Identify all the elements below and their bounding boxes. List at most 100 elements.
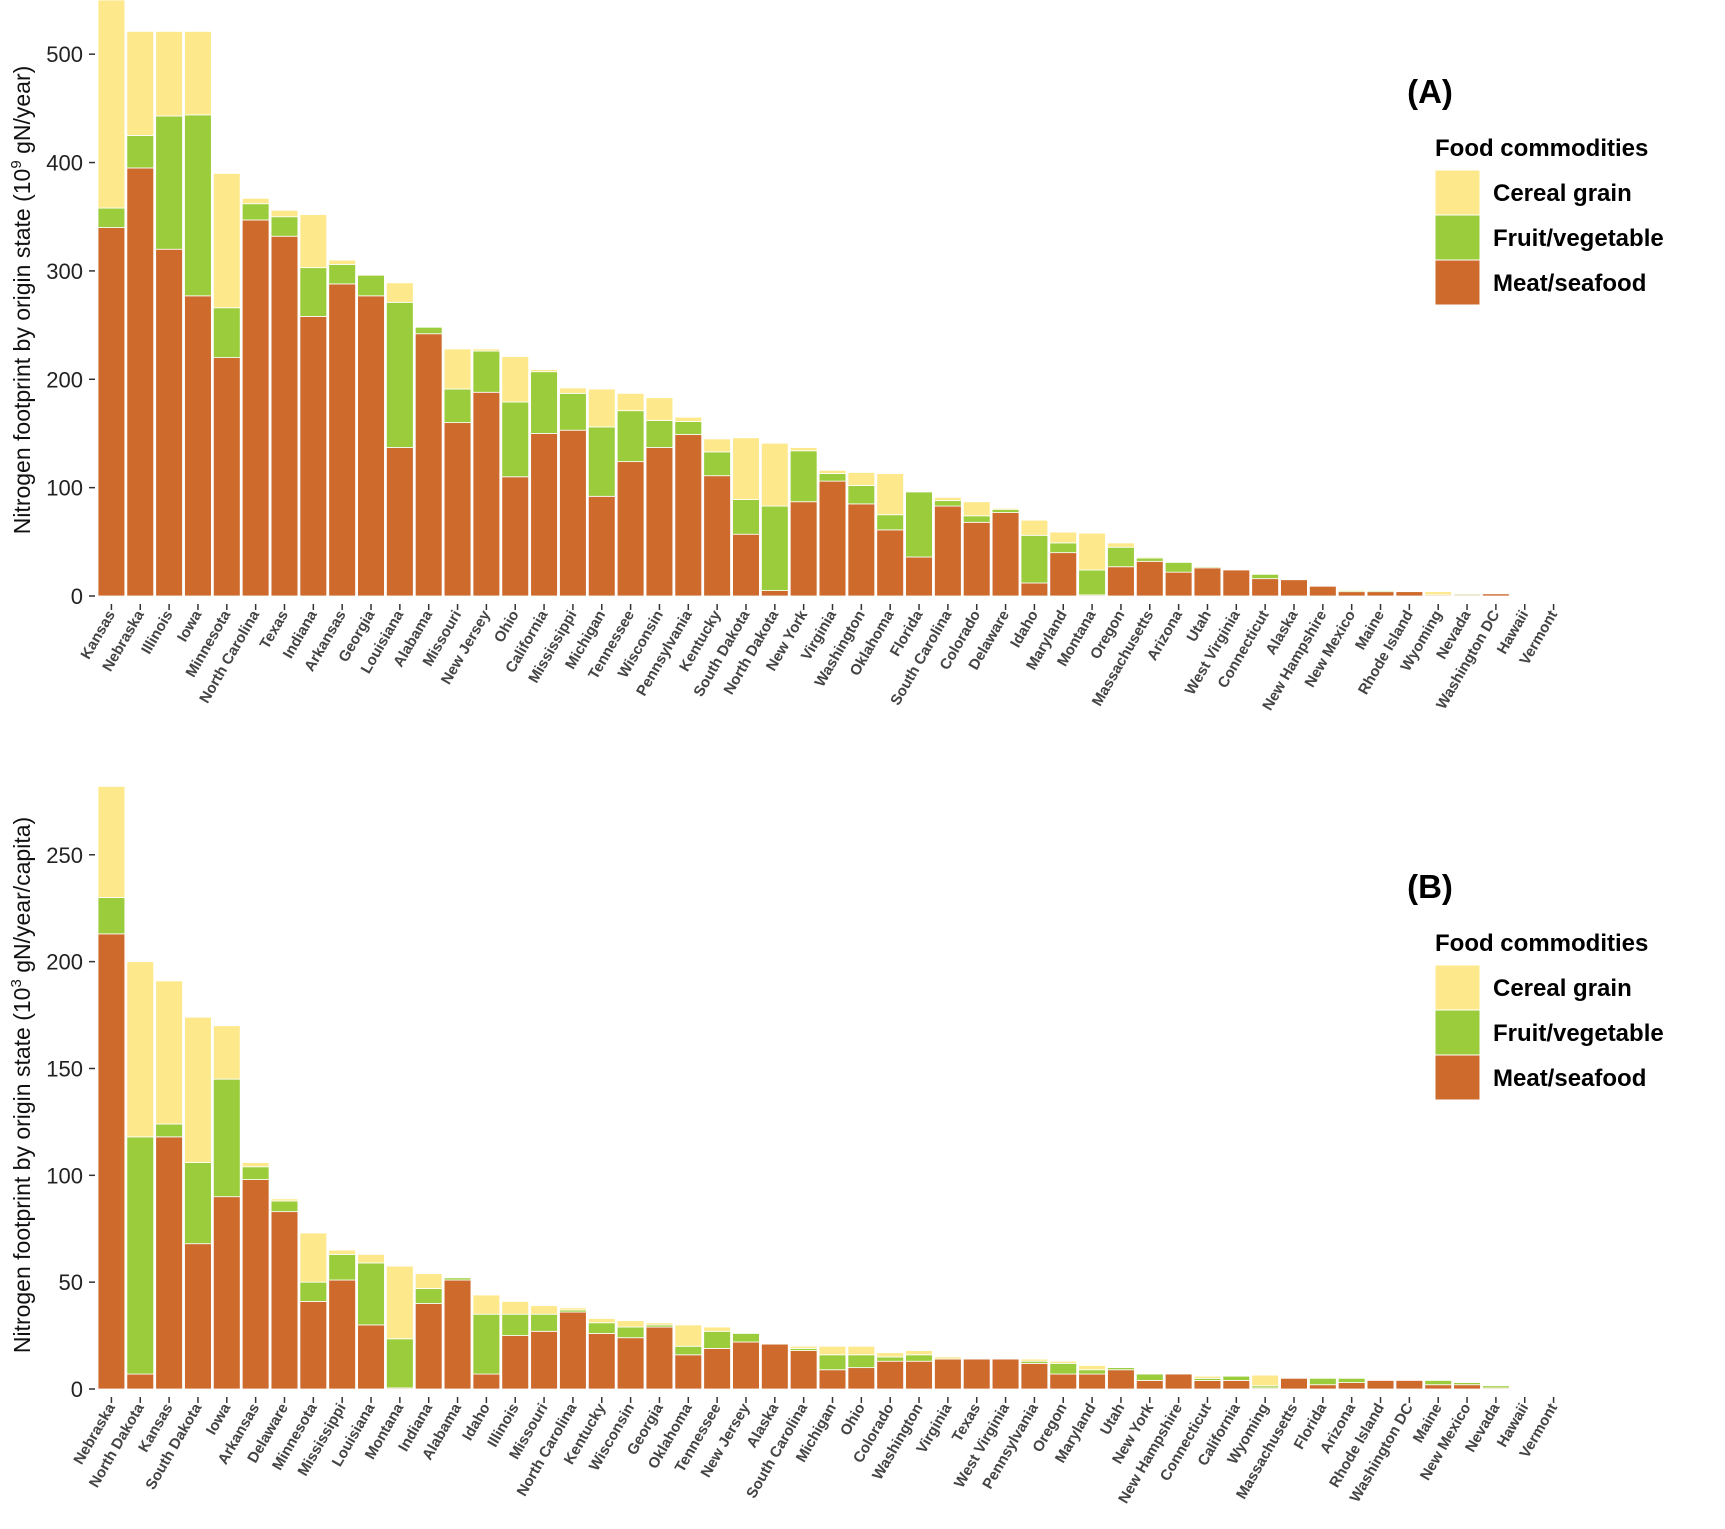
- bar-meat-seafood-washington-dc: [1395, 1380, 1424, 1390]
- bar-meat-seafood-nebraska: [97, 933, 126, 1390]
- bar-meat-seafood-michigan: [587, 495, 616, 597]
- bar-meat-seafood-arkansas: [241, 1179, 270, 1390]
- bar-fruit-vegetable-pennsylvania: [674, 421, 703, 435]
- y-tick-label: 100: [46, 1163, 83, 1188]
- bar-fruit-vegetable-alabama: [443, 1277, 472, 1281]
- bar-meat-seafood-louisiana: [357, 1324, 385, 1390]
- legend-label: Cereal grain: [1493, 180, 1632, 207]
- bar-meat-seafood-arkansas: [328, 283, 356, 597]
- bar-meat-seafood-iowa: [212, 1196, 241, 1390]
- legend-label: Meat/seafood: [1493, 270, 1646, 297]
- bar-cereal-grain-colorado: [876, 1352, 904, 1358]
- legend-label: Fruit/vegetable: [1493, 225, 1664, 252]
- bar-cereal-grain-delaware: [270, 1198, 299, 1202]
- bar-meat-seafood-alaska: [761, 1343, 789, 1390]
- legend-key-fruit-vegetable: [1434, 1009, 1481, 1056]
- bar-meat-seafood-south-dakota: [184, 1243, 212, 1390]
- bar-fruit-vegetable-delaware: [991, 508, 1020, 513]
- bar-meat-seafood-arizona: [1164, 571, 1193, 597]
- bar-meat-seafood-missouri: [443, 422, 472, 597]
- legend-title: Food commodities: [1435, 135, 1648, 162]
- bar-meat-seafood-california: [530, 433, 558, 597]
- bar-fruit-vegetable-north-carolina: [241, 203, 270, 221]
- bar-cereal-grain-texas: [270, 209, 299, 218]
- bar-meat-seafood-colorado: [876, 1360, 904, 1390]
- bar-cereal-grain-michigan: [818, 1345, 847, 1356]
- bar-cereal-grain-mississippi: [328, 1249, 356, 1255]
- legend-label: Meat/seafood: [1493, 1065, 1646, 1092]
- bar-meat-seafood-west-virginia: [991, 1358, 1020, 1390]
- legend-key-fruit-vegetable: [1434, 214, 1481, 261]
- bar-fruit-vegetable-delaware: [270, 1200, 299, 1213]
- bar-cereal-grain-minnesota: [212, 172, 241, 309]
- panel-label: (B): [1407, 868, 1453, 905]
- bar-cereal-grain-south-dakota: [184, 1016, 212, 1163]
- bar-meat-seafood-georgia: [357, 295, 385, 597]
- bar-meat-seafood-minnesota: [299, 1300, 328, 1390]
- bar-fruit-vegetable-california: [530, 371, 558, 434]
- y-axis-label: Nitrogen footprint by origin state (103 …: [8, 817, 35, 1353]
- bar-meat-seafood-kansas: [97, 227, 126, 597]
- bar-fruit-vegetable-kentucky: [587, 1322, 616, 1334]
- bar-cereal-grain-nebraska: [97, 786, 126, 898]
- bar-cereal-grain-nebraska: [126, 31, 155, 136]
- bar-cereal-grain-south-carolina: [934, 496, 962, 502]
- bar-cereal-grain-kentucky: [703, 438, 731, 453]
- bar-meat-seafood-washington: [905, 1360, 933, 1390]
- bar-meat-seafood-mississippi: [559, 429, 587, 597]
- bar-fruit-vegetable-idaho: [1020, 534, 1049, 584]
- bar-fruit-vegetable-idaho: [472, 1313, 501, 1375]
- bar-meat-seafood-arizona: [1337, 1382, 1366, 1390]
- bar-meat-seafood-new-hampshire: [1164, 1373, 1193, 1390]
- bar-fruit-vegetable-nevada: [1453, 593, 1481, 596]
- bar-fruit-vegetable-mississippi: [559, 392, 587, 431]
- panel-label: (A): [1407, 73, 1453, 110]
- y-tick-label: 0: [71, 1377, 83, 1402]
- bar-fruit-vegetable-south-dakota: [732, 499, 760, 535]
- bar-fruit-vegetable-iowa: [184, 114, 212, 297]
- bar-cereal-grain-minnesota: [299, 1232, 328, 1283]
- bar-fruit-vegetable-montana: [1078, 569, 1106, 596]
- bar-cereal-grain-tennessee: [616, 392, 645, 412]
- bar-meat-seafood-kentucky: [587, 1333, 616, 1390]
- bar-cereal-grain-wisconsin: [645, 397, 674, 421]
- panel-b-chart: 0 50 100 150 200 250 Nitrogen footprint by ori…: [8, 786, 1664, 1506]
- bar-fruit-vegetable-louisiana: [386, 301, 414, 448]
- bar-meat-seafood-oklahoma: [674, 1354, 703, 1390]
- bar-fruit-vegetable-new-york: [1135, 1373, 1164, 1381]
- bar-meat-seafood-indiana: [299, 316, 328, 597]
- bar-meat-seafood-kentucky: [703, 475, 731, 597]
- bar-cereal-grain-illinois: [501, 1300, 530, 1315]
- bar-meat-seafood-hawaii: [1510, 1387, 1539, 1390]
- bar-meat-seafood-new-jersey: [472, 391, 501, 597]
- bar-fruit-vegetable-kansas: [97, 207, 126, 228]
- bar-cereal-grain-indiana: [299, 214, 328, 269]
- bar-cereal-grain-virginia: [934, 1356, 962, 1360]
- bar-meat-seafood-pennsylvania: [674, 434, 703, 597]
- bar-fruit-vegetable-louisiana: [357, 1262, 385, 1326]
- bar-cereal-grain-oklahoma: [876, 473, 904, 516]
- bar-fruit-vegetable-indiana: [414, 1288, 443, 1304]
- bar-fruit-vegetable-california: [1222, 1375, 1251, 1381]
- y-tick-label: 300: [46, 259, 83, 284]
- bar-meat-seafood-new-hampshire: [1309, 585, 1337, 597]
- bar-meat-seafood-texas: [270, 235, 299, 597]
- bar-meat-seafood-massachusetts: [1280, 1377, 1308, 1390]
- bar-fruit-vegetable-missouri: [530, 1313, 558, 1332]
- bar-meat-seafood-colorado: [962, 521, 991, 597]
- bar-cereal-grain-arkansas: [328, 259, 356, 265]
- y-tick-label: 150: [46, 1056, 83, 1081]
- bar-meat-seafood-missouri: [530, 1330, 558, 1390]
- bar-fruit-vegetable-wisconsin: [645, 420, 674, 448]
- bar-cereal-grain-ohio: [501, 356, 530, 403]
- bar-cereal-grain-oregon: [1107, 542, 1135, 548]
- y-tick-label: 50: [59, 1270, 83, 1295]
- bar-meat-seafood-connecticut: [1251, 578, 1279, 597]
- bar-fruit-vegetable-kansas: [155, 1123, 183, 1138]
- bar-meat-seafood-illinois: [501, 1335, 530, 1390]
- y-tick-label: 500: [46, 42, 83, 67]
- bar-fruit-vegetable-nebraska: [126, 135, 155, 169]
- bar-meat-seafood-delaware: [270, 1211, 299, 1390]
- bar-meat-seafood-west-virginia: [1222, 569, 1251, 597]
